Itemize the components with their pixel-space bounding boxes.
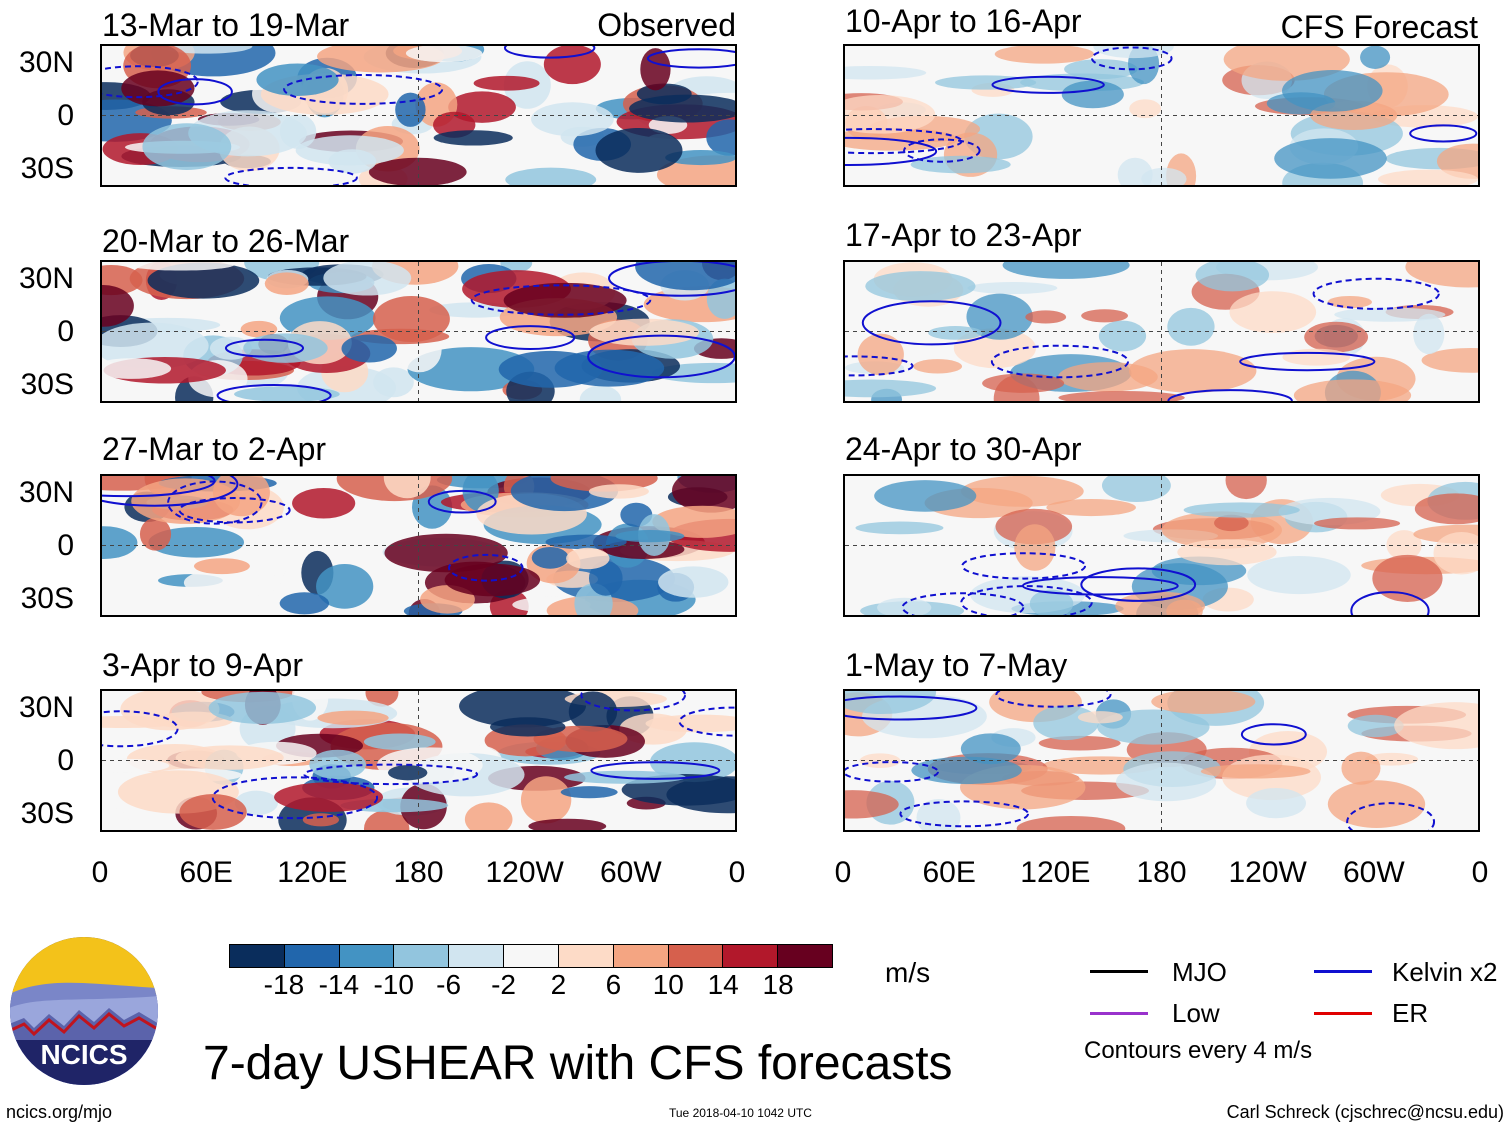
footer-author: Carl Schreck (cjschrec@ncsu.edu) [1226, 1102, 1504, 1122]
lon-label: 120E [1020, 856, 1091, 889]
footer-website[interactable]: ncics.org/mjo [6, 1102, 113, 1122]
lon-label: 0 [91, 856, 109, 889]
legend-mjo: MJO [1172, 957, 1227, 987]
colorbar-swatch [613, 945, 669, 967]
colorbar-tick-label: -18 [263, 969, 305, 1000]
map-obs-3 [100, 474, 737, 617]
legend-line-er [1314, 1012, 1372, 1015]
lon-label: 0 [1471, 856, 1489, 889]
contour-note: Contours every 4 m/s [1084, 1037, 1313, 1064]
lon-label: 0 [834, 856, 852, 889]
colorbar-tick-label: 6 [605, 969, 622, 1000]
lon-label: 60E [922, 856, 976, 889]
lon-label: 60E [179, 856, 233, 889]
panel-title-fc-2: 17-Apr to 23-Apr [845, 217, 1082, 253]
lon-label: 60W [599, 856, 662, 889]
map-fc-3 [843, 474, 1480, 617]
legend-line-low [1090, 1012, 1148, 1015]
colorbar-swatch [394, 945, 450, 967]
lon-label: 0 [728, 856, 746, 889]
panel-title-obs-2: 20-Mar to 26-Mar [102, 223, 350, 259]
lon-label: 180 [393, 856, 444, 889]
colorbar [229, 944, 833, 968]
logo-text: NCICS [40, 1039, 127, 1070]
lat-label: 30N [18, 476, 74, 509]
colorbar-swatch [778, 945, 832, 967]
colorbar-tick-label: 18 [762, 969, 794, 1000]
legend-line-kelvin [1314, 970, 1372, 973]
colorbar-tick-label: 14 [707, 969, 739, 1000]
figure-title: 7-day USHEAR with CFS forecasts [203, 1037, 953, 1090]
map-obs-1 [100, 44, 737, 187]
panel-title-obs-3: 27-Mar to 2-Apr [102, 431, 327, 467]
colorbar-tick-label: -10 [373, 969, 414, 1000]
lon-label: 120E [277, 856, 348, 889]
lon-label: 180 [1136, 856, 1187, 889]
colorbar-tick-label: 10 [652, 969, 684, 1000]
lat-label: 30S [20, 368, 74, 401]
lat-label: 30S [20, 152, 74, 185]
colorbar-tick-label: -2 [491, 969, 516, 1000]
colorbar-swatch [449, 945, 505, 967]
observed-label: Observed [597, 7, 736, 43]
colorbar-swatch [558, 945, 614, 967]
map-obs-2 [100, 260, 737, 403]
map-fc-2 [843, 260, 1480, 403]
legend-er: ER [1392, 998, 1429, 1028]
lat-label: 30N [18, 46, 74, 79]
forecast-label: CFS Forecast [1280, 9, 1478, 45]
lat-label: 0 [57, 529, 74, 562]
colorbar-tick-label: 2 [550, 969, 567, 1000]
panel-title-obs-4: 3-Apr to 9-Apr [102, 647, 303, 683]
panel-title-obs-1: 13-Mar to 19-Mar [102, 7, 350, 43]
lat-label: 30S [20, 797, 74, 830]
footer-timestamp: Tue 2018-04-10 1042 UTC [669, 1106, 812, 1120]
map-obs-4 [100, 689, 737, 832]
ncics-logo: NCICS [10, 937, 158, 1085]
lat-label: 0 [57, 744, 74, 777]
legend-low: Low [1172, 998, 1220, 1028]
lon-label: 120W [1228, 856, 1307, 889]
panel-title-fc-3: 24-Apr to 30-Apr [845, 431, 1082, 467]
lat-label: 0 [57, 315, 74, 348]
colorbar-swatch [504, 945, 559, 967]
panel-title-fc-4: 1-May to 7-May [845, 647, 1068, 683]
colorbar-tick-label: -6 [436, 969, 462, 1000]
colorbar-swatch [723, 945, 779, 967]
colorbar-swatch [668, 945, 724, 967]
map-fc-1 [843, 44, 1480, 187]
colorbar-swatch [230, 945, 285, 967]
lat-label: 30N [18, 262, 74, 295]
lat-label: 30S [20, 582, 74, 615]
colorbar-swatch [284, 945, 340, 967]
colorbar-swatch [339, 945, 395, 967]
colorbar-tick-label: -14 [318, 969, 360, 1000]
lon-label: 60W [1342, 856, 1405, 889]
lat-label: 30N [18, 691, 74, 724]
map-fc-4 [843, 689, 1480, 832]
panel-title-fc-1: 10-Apr to 16-Apr [845, 3, 1082, 39]
lat-label: 0 [57, 99, 74, 132]
units-label: m/s [885, 957, 931, 988]
legend-line-mjo [1090, 970, 1148, 973]
lon-label: 120W [485, 856, 564, 889]
legend-kelvin: Kelvin x2 [1392, 957, 1498, 987]
